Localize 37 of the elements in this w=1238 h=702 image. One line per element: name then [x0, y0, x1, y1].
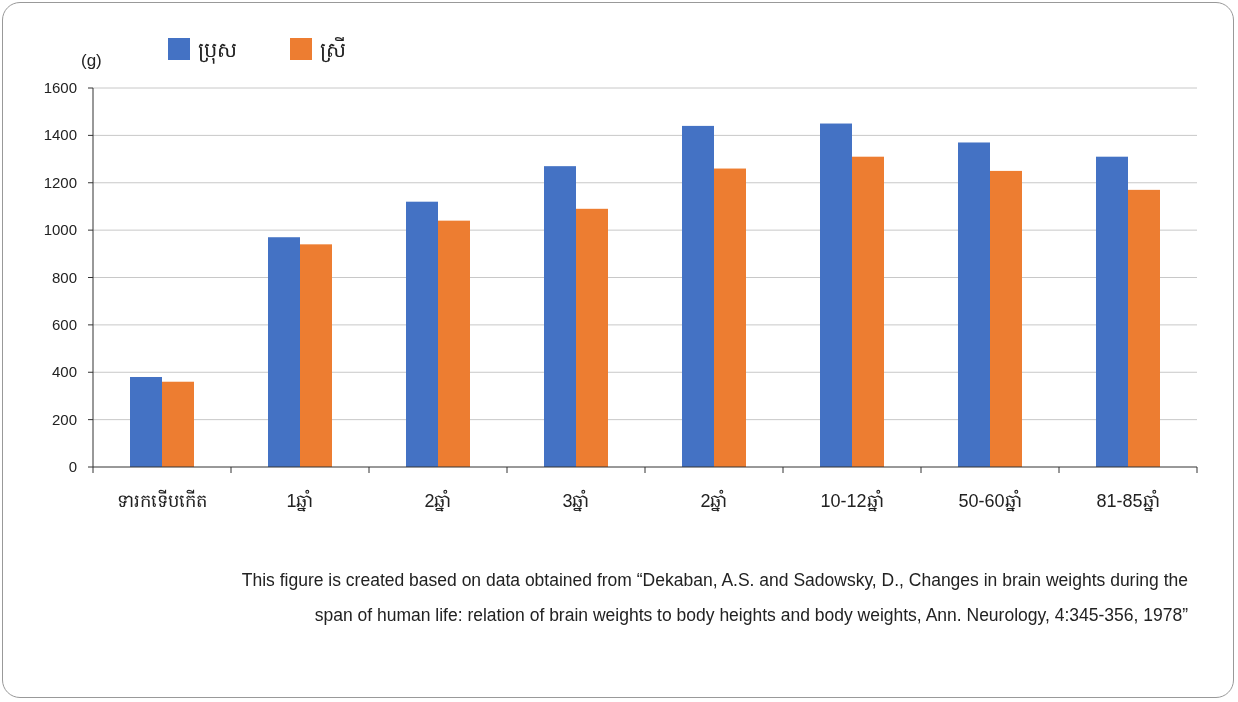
y-axis-title: (g): [81, 51, 102, 70]
bar: [682, 125, 714, 467]
bar: [406, 201, 438, 467]
x-tick-label: 1ឆ្នាំ: [286, 489, 314, 512]
y-tick-label: 1000: [43, 221, 77, 239]
legend-label: ស្រី: [320, 37, 346, 63]
y-tick-label: 800: [51, 268, 77, 286]
bar: [852, 156, 884, 467]
bar: [544, 166, 576, 467]
x-tick-label: ទារកទើបកើត: [117, 489, 207, 511]
bar: [1128, 189, 1160, 467]
bar: [1096, 156, 1128, 467]
y-tick-label: 1200: [43, 173, 77, 191]
y-tick-label: 200: [51, 410, 77, 428]
y-tick-label: 1600: [43, 79, 77, 96]
bar: [438, 220, 470, 467]
bar: [268, 237, 300, 467]
x-tick-label: 2ឆ្នាំ: [424, 489, 452, 512]
bar: [820, 123, 852, 467]
y-tick-label: 1400: [43, 126, 77, 144]
bar: [576, 208, 608, 467]
x-tick-label: 50-60ឆ្នាំ: [958, 489, 1022, 512]
bar: [130, 376, 162, 467]
x-tick-label: 81-85ឆ្នាំ: [1096, 489, 1160, 512]
text: This figure is created based on data obtained from “Dekaban, A.S. and Sadowsky, D., Changes in brain weights during the span of human life: relation of brain weights to body heights and body weights, Ann. Neurology, 4:345-356, 1978”: [240, 569, 1188, 627]
x-tick-label: 3ឆ្នាំ: [562, 489, 590, 512]
y-tick-label: 400: [51, 363, 77, 381]
bar: [958, 142, 990, 467]
legend-label: ប្រុស: [198, 38, 237, 64]
x-tick-label: 2ឆ្នាំ: [700, 489, 728, 512]
y-tick-label: 600: [51, 315, 77, 333]
bar: [990, 170, 1022, 467]
bar: [162, 381, 194, 467]
bar: [300, 244, 332, 467]
y-tick-label: 0: [68, 458, 77, 475]
x-tick-label: 10-12ឆ្នាំ: [820, 489, 884, 512]
bar: [714, 168, 746, 467]
